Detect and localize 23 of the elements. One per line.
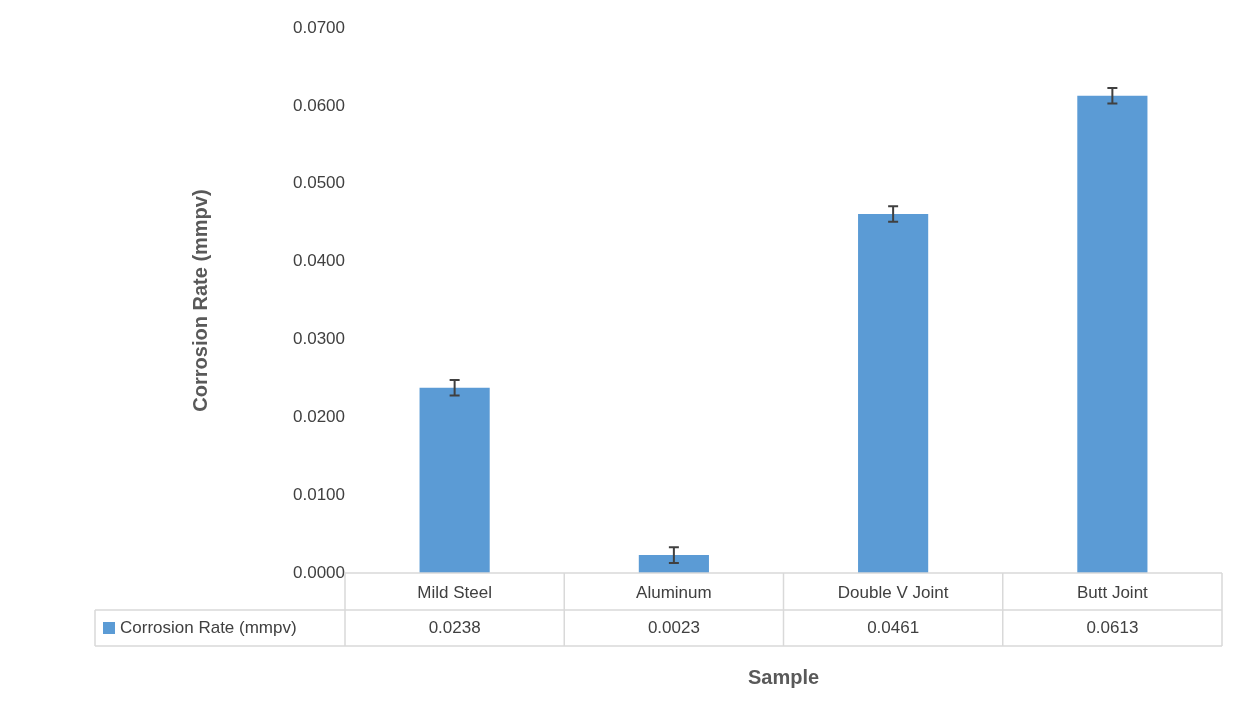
y-tick-label: 0.0300	[293, 329, 345, 349]
x-tick-label: Double V Joint	[837, 582, 949, 602]
data-label: 0.0613	[1086, 617, 1139, 637]
y-tick-label: 0.0600	[293, 95, 345, 115]
data-label: 0.0238	[428, 617, 481, 637]
bar	[419, 387, 490, 573]
x-tick-label: Aluminum	[636, 582, 712, 602]
x-axis-title: Sample	[747, 665, 820, 688]
data-label: 0.0023	[647, 617, 700, 637]
y-tick-label: 0.0500	[293, 173, 345, 193]
x-tick-label: Butt Joint	[1076, 582, 1149, 602]
x-tick-label: Mild Steel	[417, 582, 492, 602]
data-label: 0.0461	[867, 617, 920, 637]
y-axis-title: Corrosion Rate (mmpv)	[188, 189, 211, 412]
y-tick-label: 0.0100	[293, 484, 345, 504]
bar	[858, 214, 929, 573]
y-tick-label: 0.0700	[293, 17, 345, 37]
y-tick-label: 0.0400	[293, 251, 345, 271]
y-tick-label: 0.0000	[293, 562, 345, 582]
legend-label: Corrosion Rate (mmpv)	[120, 617, 297, 637]
bar	[638, 555, 709, 573]
bar	[1077, 95, 1148, 573]
y-tick-label: 0.0200	[293, 406, 345, 426]
